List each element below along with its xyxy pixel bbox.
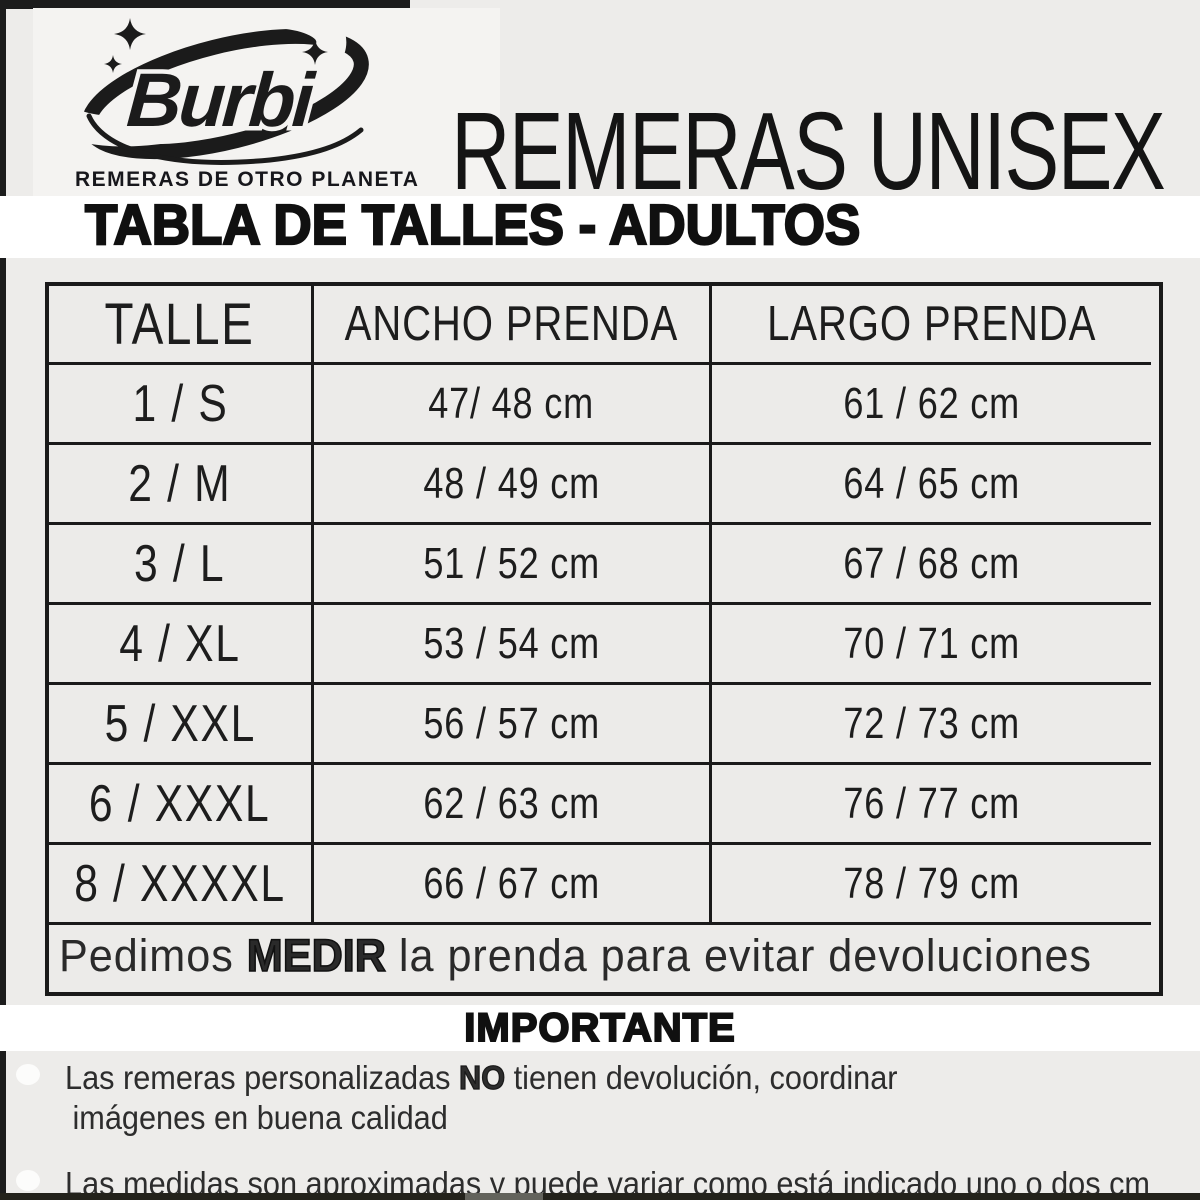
table-row-cell-talle: 3 / L [49, 522, 311, 602]
list-item: Las remeras personalizadas NO tienen dev… [0, 1058, 1200, 1138]
table-row-cell-talle: 1 / S [49, 362, 311, 442]
column-header-talle: TALLE [104, 291, 256, 357]
brand-wordmark: Burbi [124, 58, 318, 143]
important-band: IMPORTANTE [0, 1005, 1200, 1051]
brand-logo: Burbi REMERAS DE OTRO PLANETA [75, 14, 420, 192]
important-notes-list: Las remeras personalizadas NO tienen dev… [0, 1058, 1200, 1200]
table-row-cell-ancho: 51 / 52 cm [311, 522, 709, 602]
table-row-cell-talle: 2 / M [49, 442, 311, 522]
table-row-cell-largo: 72 / 73 cm [709, 682, 1151, 762]
bullet-dot-icon [16, 1170, 40, 1191]
note-emphasis-no: NO [458, 1058, 506, 1096]
table-row-cell-ancho: 53 / 54 cm [311, 602, 709, 682]
note-personalizadas-line1: Las remeras personalizadas NO tienen dev… [65, 1058, 898, 1096]
brand-logo-block: Burbi REMERAS DE OTRO PLANETA [33, 8, 500, 196]
page-subtitle: TABLA DE TALLES - ADULTOS [84, 193, 862, 258]
bullet-dot-icon [16, 1064, 40, 1085]
table-row-cell-talle: 6 / XXXL [49, 762, 311, 842]
table-row-cell-largo: 76 / 77 cm [709, 762, 1151, 842]
table-row-cell-ancho: 62 / 63 cm [311, 762, 709, 842]
table-row-cell-largo: 67 / 68 cm [709, 522, 1151, 602]
burbi-orbit-logo-icon: Burbi [75, 14, 369, 165]
table-row-cell-ancho: 66 / 67 cm [311, 842, 709, 922]
bottom-edge-bar [0, 1193, 1200, 1200]
brand-tagline: REMERAS DE OTRO PLANETA [75, 168, 420, 191]
table-note-row: Pedimos MEDIR la prenda para evitar devo… [49, 922, 1151, 986]
table-row-cell-talle: 5 / XXL [49, 682, 311, 762]
table-row-cell-largo: 64 / 65 cm [709, 442, 1151, 522]
sparkle-icons [104, 18, 328, 73]
table-row-cell-talle: 8 / XXXXL [49, 842, 311, 922]
measure-note-emphasis: MEDIR [246, 929, 387, 982]
table-row-cell-largo: 61 / 62 cm [709, 362, 1151, 442]
left-edge-bar [0, 0, 6, 1200]
column-header-ancho: ANCHO PRENDA [311, 286, 709, 362]
table-row-cell-ancho: 56 / 57 cm [311, 682, 709, 762]
table-row-cell-ancho: 48 / 49 cm [311, 442, 709, 522]
table-row-cell-largo: 78 / 79 cm [709, 842, 1151, 922]
column-header-largo: LARGO PRENDA [709, 286, 1151, 362]
table-row-cell-talle: 4 / XL [49, 602, 311, 682]
important-heading: IMPORTANTE [463, 1005, 736, 1051]
measure-note: Pedimos MEDIR la prenda para evitar devo… [59, 929, 1093, 982]
table-row-cell-ancho: 47/ 48 cm [311, 362, 709, 442]
table-row-cell-largo: 70 / 71 cm [709, 602, 1151, 682]
note-personalizadas-line2: imágenes en buena calidad [72, 1099, 448, 1136]
page-title: REMERAS UNISEX [450, 88, 1166, 213]
bottom-edge-bar-light-segment [465, 1193, 543, 1200]
size-table: TALLE ANCHO PRENDA LARGO PRENDA 1 / S 47… [45, 282, 1163, 996]
subtitle-band: TABLA DE TALLES - ADULTOS [0, 193, 1200, 258]
top-edge-strip [0, 0, 410, 9]
